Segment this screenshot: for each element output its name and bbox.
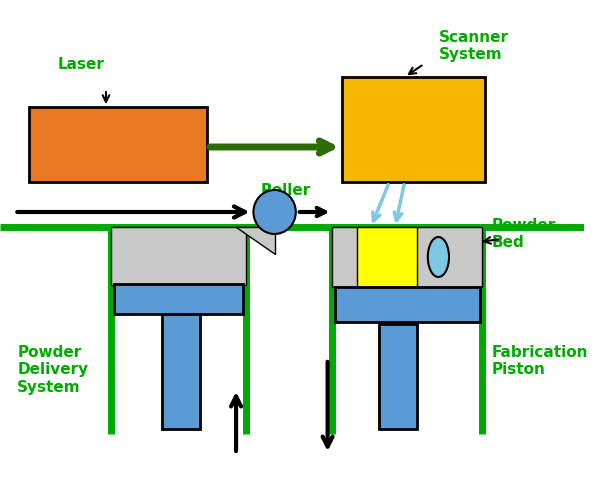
Bar [111,228,245,286]
Circle shape [253,191,296,235]
Text: Powder
Delivery
System: Powder Delivery System [18,344,88,394]
Text: Fabrication
Piston: Fabrication Piston [491,344,588,377]
Bar [29,108,207,182]
Text: Scanner
System: Scanner System [438,30,508,62]
Bar [162,314,201,429]
Bar [114,285,243,314]
Text: Powder
Bed: Powder Bed [491,217,556,250]
Text: Roller: Roller [260,182,310,198]
Bar [356,228,417,288]
Bar [342,78,485,182]
Polygon shape [236,228,275,254]
Bar [379,324,417,429]
Ellipse shape [428,238,449,277]
Bar [335,288,480,323]
Text: Laser: Laser [58,57,105,72]
Bar [333,228,482,288]
